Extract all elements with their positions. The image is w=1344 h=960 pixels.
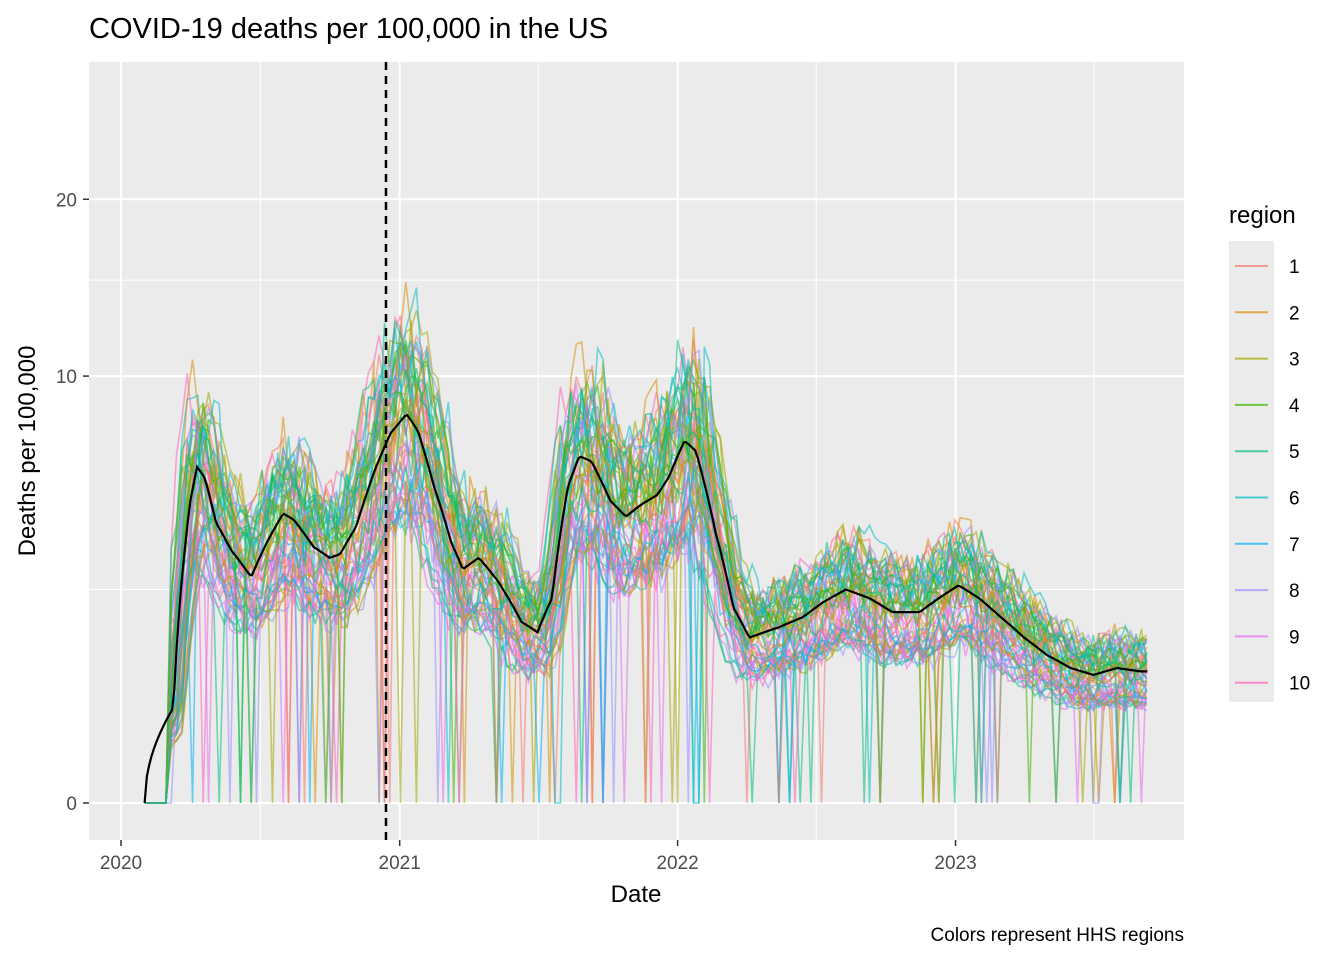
legend-label-9: 9 [1289, 627, 1300, 648]
region-4-series-line [144, 343, 1148, 804]
x-tick-label: 2022 [656, 853, 698, 874]
region-6-series-line [144, 287, 1148, 804]
x-tick-label: 2021 [379, 853, 421, 874]
y-tick-label: 20 [56, 190, 77, 211]
y-axis-ticks: 0 10 20 [56, 190, 89, 815]
national-trend [143, 413, 1148, 804]
region-5-series-line [144, 366, 1148, 804]
y-tick-label: 0 [66, 794, 77, 815]
plot-panel [89, 62, 1184, 840]
region-8-series-line [144, 341, 1148, 804]
legend: region 1 2 3 4 5 6 7 8 9 10 [1229, 202, 1310, 702]
legend-label-10: 10 [1289, 674, 1310, 695]
region-7-series-line [144, 478, 1147, 804]
legend-label-4: 4 [1289, 396, 1300, 417]
region-10-series-line [144, 479, 1148, 804]
y-axis-title: Deaths per 100,000 [14, 346, 41, 557]
region-6-series-line [144, 461, 1148, 804]
legend-label-7: 7 [1289, 535, 1300, 556]
legend-label-5: 5 [1289, 442, 1300, 463]
region-5-series-line [144, 415, 1148, 804]
y-tick-label: 10 [56, 367, 77, 388]
region-8-series-line [144, 500, 1148, 804]
legend-items: 1 2 3 4 5 6 7 8 9 10 [1235, 257, 1310, 695]
region-3-series-line [144, 480, 1148, 804]
x-tick-label: 2020 [100, 853, 142, 874]
minor-gridlines [89, 62, 1184, 840]
legend-label-2: 2 [1289, 303, 1300, 324]
legend-label-1: 1 [1289, 257, 1300, 278]
major-gridlines [89, 62, 1184, 840]
x-tick-label: 2023 [934, 853, 976, 874]
legend-label-6: 6 [1289, 489, 1300, 510]
region-series [144, 282, 1148, 804]
legend-title: region [1229, 202, 1296, 229]
legend-key-background [1229, 241, 1274, 702]
region-1-series-line [144, 489, 1148, 804]
x-axis-title: Date [611, 881, 662, 908]
national-trend-line [143, 413, 1148, 804]
x-axis-ticks: 2020 2021 2022 2023 [100, 840, 977, 874]
legend-label-8: 8 [1289, 581, 1300, 602]
legend-label-3: 3 [1289, 350, 1300, 371]
chart-title: COVID-19 deaths per 100,000 in the US [89, 13, 608, 45]
region-1-series-line [144, 449, 1147, 804]
chart-caption: Colors represent HHS regions [931, 925, 1184, 946]
